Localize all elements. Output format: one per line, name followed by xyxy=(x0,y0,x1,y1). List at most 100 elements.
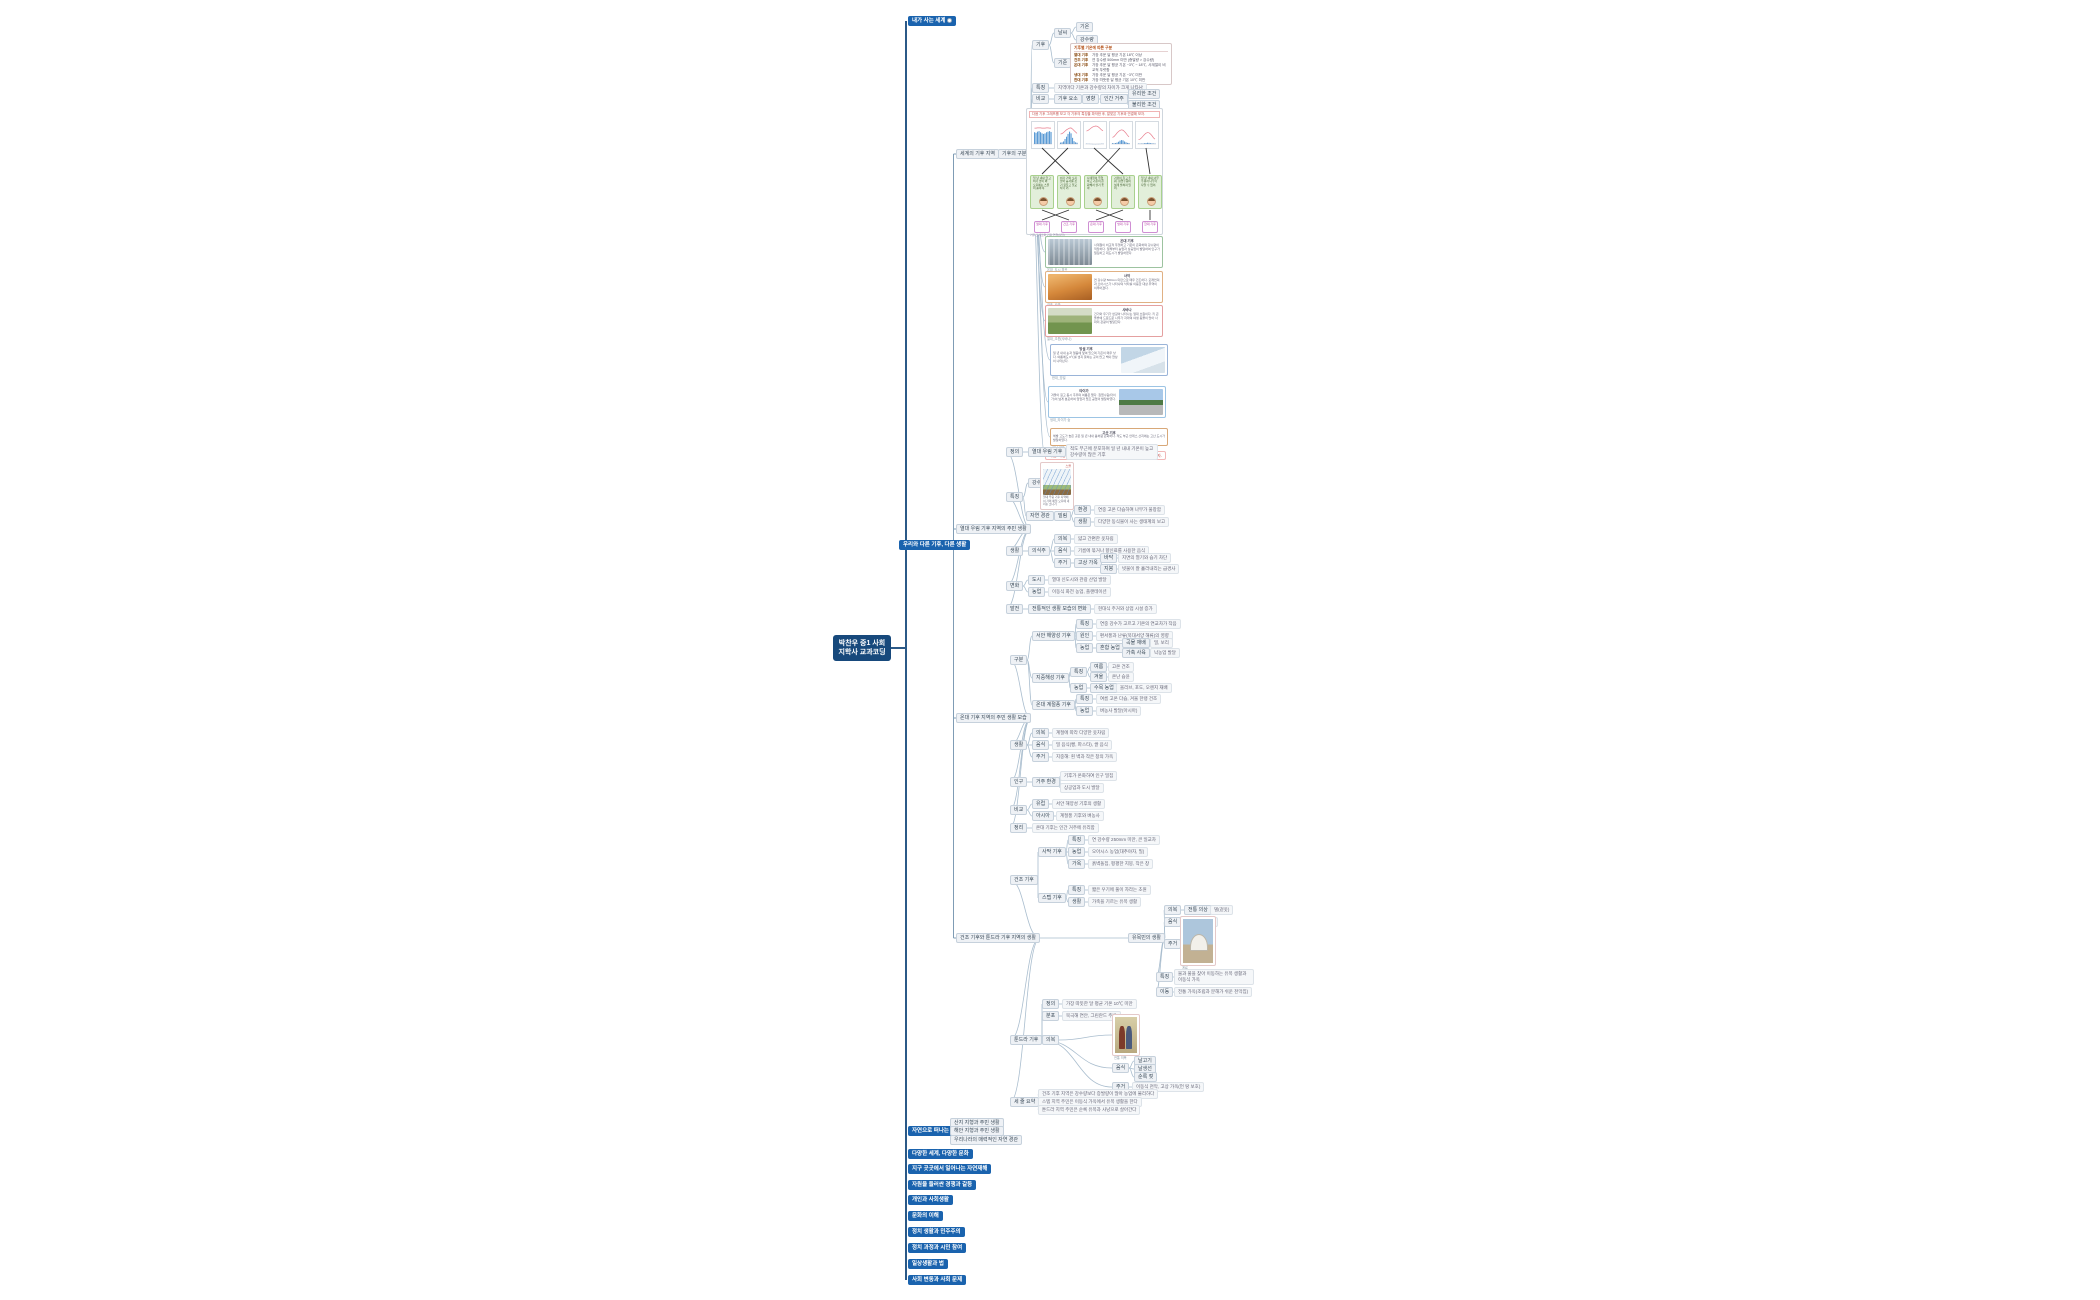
icecap-card[interactable]: 빙설 기후 일 년 내내 눈과 얼음에 덮여 있으며 기온이 매우 낮다. 여름에… xyxy=(1050,344,1168,380)
climate-answer-box[interactable]: 건조 기후 xyxy=(1061,220,1077,233)
node-d1[interactable]: 건조 기후 xyxy=(1010,874,1038,885)
climate-hint-card[interactable]: 비가 거의 오지 않아 농사를 짓기 힘들고 일교차가 커. xyxy=(1057,174,1081,209)
node-c1a3d[interactable]: 가축 사육 xyxy=(1122,647,1150,658)
node-c1[interactable]: 구분 xyxy=(1010,654,1028,665)
node-a1[interactable]: 기후 xyxy=(1032,39,1050,50)
node-a3b[interactable]: 영향 xyxy=(1082,93,1100,104)
node-b4a[interactable]: 도시 xyxy=(1028,574,1046,585)
node-c1c1a[interactable]: 여름 고온 다습, 겨울 한랭 건조 xyxy=(1096,694,1162,704)
node-c2[interactable]: 생활 xyxy=(1010,739,1028,750)
taiga-card[interactable]: 타이가 겨울이 길고 몹시 추우며 여름은 짧다. 침엽수림(타이가)이 넓게 분… xyxy=(1048,386,1166,422)
node-c4b[interactable]: 아시아 xyxy=(1032,810,1054,821)
node-c1b1c[interactable]: 겨울 xyxy=(1090,671,1108,682)
node-b3a3[interactable]: 주거 xyxy=(1054,557,1072,568)
desert-photo[interactable] xyxy=(1048,274,1092,300)
node-b2b2[interactable]: 환경 xyxy=(1074,504,1092,515)
node-d4[interactable]: 세 줄 요약 xyxy=(1010,1096,1040,1107)
node-d3[interactable]: 툰드라 기후 xyxy=(1010,1034,1043,1045)
node-secB[interactable]: 열대 우림 기후 지역의 주민 생활 xyxy=(956,523,1031,534)
node-d2a1[interactable]: 전통 의상 xyxy=(1184,904,1212,915)
node-c2a[interactable]: 의복 xyxy=(1032,727,1050,738)
node-d1b2a[interactable]: 가축을 기르는 유목 생활 xyxy=(1088,897,1142,907)
node-c1a3c[interactable]: 밀, 보리 xyxy=(1150,638,1173,648)
node-d3a1[interactable]: 가장 따뜻한 달 평균 기온 10℃ 미만 xyxy=(1062,999,1137,1009)
node-b2b[interactable]: 자연 경관 xyxy=(1026,510,1054,521)
node-d1b[interactable]: 스텝 기후 xyxy=(1038,892,1066,903)
node-ch11[interactable]: 일상생활과 법 xyxy=(908,1259,948,1270)
node-d1b1[interactable]: 특징 xyxy=(1068,884,1086,895)
node-c3a1[interactable]: 기후가 온화하여 인구 밀집 xyxy=(1060,771,1118,781)
node-d2[interactable]: 유목민의 생활 xyxy=(1128,932,1165,943)
node-c3a[interactable]: 거주 환경 xyxy=(1032,776,1060,787)
node-b4b1[interactable]: 이동식 화전 농업, 플랜테이션 xyxy=(1048,587,1111,597)
node-c2c[interactable]: 주거 xyxy=(1032,751,1050,762)
climate-answer-box[interactable]: 한대 기후 xyxy=(1142,220,1158,233)
node-b3a3b[interactable]: 바닥 xyxy=(1100,552,1118,563)
temperate-city-card[interactable]: 온대 기후 사계절이 비교적 뚜렷하고 기온이 온화하며 강수량이 적당하다. 일… xyxy=(1045,236,1163,272)
node-c4[interactable]: 비교 xyxy=(1010,804,1028,815)
node-c1c[interactable]: 온대 계절풍 기후 xyxy=(1032,699,1075,710)
node-d3c[interactable]: 의복 xyxy=(1042,1034,1060,1045)
node-a1a1[interactable]: 기온 xyxy=(1076,21,1094,32)
node-a3a[interactable]: 기후 요소 xyxy=(1054,93,1082,104)
node-d3b[interactable]: 분포 xyxy=(1042,1010,1060,1021)
node-c1b1a[interactable]: 여름 xyxy=(1090,661,1108,672)
node-c1b2[interactable]: 농업 xyxy=(1070,682,1088,693)
savanna-card[interactable]: 사바나 건기와 우기가 번갈아 나타나는 열대 초원이다. 키 큰 풀밭에 드문드… xyxy=(1045,305,1163,341)
node-b2b5[interactable]: 다양한 동식물이 사는 생태계의 보고 xyxy=(1094,517,1170,527)
node-c1a3[interactable]: 농업 xyxy=(1076,642,1094,653)
root-topic[interactable]: 박찬우 중1 사회 지학사 교과코딩 xyxy=(833,635,891,662)
snow-photo[interactable] xyxy=(1121,347,1165,373)
node-d3e1[interactable]: 이동식 천막, 고상 가옥(언 땅 보호) xyxy=(1132,1082,1205,1092)
node-c2b[interactable]: 음식 xyxy=(1032,739,1050,750)
node-ch1[interactable]: 내가 사는 세계 xyxy=(908,16,957,27)
node-c4a1[interactable]: 서안 해양성 기후의 생활 xyxy=(1052,799,1106,809)
node-a2[interactable]: 특징 xyxy=(1032,82,1050,93)
node-c1a2[interactable]: 원인 xyxy=(1076,630,1094,641)
node-d3d[interactable]: 음식 xyxy=(1112,1062,1130,1073)
desert-card[interactable]: 사막 연 강수량 500mm 미만으로 매우 건조하다. 모래언덕과 오아시스가 … xyxy=(1045,271,1163,307)
node-d3a[interactable]: 정의 xyxy=(1042,998,1060,1009)
node-b3a3a[interactable]: 고상 가옥 xyxy=(1074,557,1102,568)
node-c2c1[interactable]: 지중해: 흰 벽과 작은 창의 가옥 xyxy=(1052,752,1118,762)
node-c1b2a[interactable]: 수목 농업 xyxy=(1090,682,1118,693)
climate-match-quiz[interactable]: 다음 기후 그래프를 보고 각 기후의 특징을 파악한 후, 알맞은 기후와 연… xyxy=(1026,107,1163,236)
node-a3c[interactable]: 인간 거주 xyxy=(1100,93,1128,104)
node-d1a3a[interactable]: 흙벽돌집, 평평한 지붕, 작은 창 xyxy=(1088,859,1154,869)
node-b3a1a[interactable]: 얇고 간편한 옷차림 xyxy=(1074,534,1118,544)
node-d2b[interactable]: 음식 xyxy=(1164,916,1182,927)
node-c1c2[interactable]: 농업 xyxy=(1076,705,1094,716)
node-c2a1[interactable]: 계절에 따라 다양한 옷차림 xyxy=(1052,728,1110,738)
node-secA[interactable]: 세계의 기후 지역 xyxy=(956,148,999,159)
node-c1a3e[interactable]: 낙농업 발달 xyxy=(1150,648,1180,658)
node-c1b1b[interactable]: 고온 건조 xyxy=(1108,662,1134,672)
node-ch3[interactable]: 자연으로 떠나는 여행 xyxy=(908,1126,965,1137)
node-b1a[interactable]: 열대 우림 기후 xyxy=(1028,446,1067,457)
node-d2a[interactable]: 의복 xyxy=(1164,904,1182,915)
squall-drawing[interactable] xyxy=(1043,468,1071,495)
climate-hint-card[interactable]: 일 년 내내 덥고 비가 많이 와. 오후에는 스콜이 쏟아져. xyxy=(1030,174,1054,209)
node-c1c2a[interactable]: 벼농사 발달(아시아) xyxy=(1096,706,1142,716)
node-ch7[interactable]: 개인과 사회생활 xyxy=(908,1195,953,1206)
node-ch10[interactable]: 정치 과정과 시민 참여 xyxy=(908,1243,967,1254)
node-b3a2[interactable]: 음식 xyxy=(1054,545,1072,556)
node-a2a[interactable]: 지역마다 기온과 강수량의 차이가 크게 나타남 xyxy=(1054,83,1147,93)
node-b3[interactable]: 생활 xyxy=(1006,545,1024,556)
savanna-photo[interactable] xyxy=(1048,308,1092,334)
tundra-photo-art[interactable] xyxy=(1115,1017,1137,1053)
node-c1c1[interactable]: 특징 xyxy=(1076,693,1094,704)
node-b5b[interactable]: 현대식 주거와 상업 시설 증가 xyxy=(1094,604,1157,614)
node-b4a1[interactable]: 열대 신도시와 관광 산업 발달 xyxy=(1048,575,1111,585)
expand-icon[interactable] xyxy=(947,17,953,23)
climate-hint-card[interactable]: 사계절이 뚜렷하고 기온이 온화해서 살기 좋아. xyxy=(1084,174,1108,209)
node-c1a[interactable]: 서안 해양성 기후 xyxy=(1032,630,1075,641)
node-a1a[interactable]: 날씨 xyxy=(1054,27,1072,38)
node-d1b2[interactable]: 생활 xyxy=(1068,896,1086,907)
node-d2a2[interactable]: 델(겉옷) xyxy=(1210,905,1234,915)
node-d1a[interactable]: 사막 기후 xyxy=(1038,846,1066,857)
node-c1a3b[interactable]: 곡물 재배 xyxy=(1122,637,1150,648)
node-c1b1d[interactable]: 온난 습윤 xyxy=(1108,672,1134,682)
node-b2b4[interactable]: 생활 xyxy=(1074,516,1092,527)
node-d2c[interactable]: 주거 xyxy=(1164,938,1182,949)
